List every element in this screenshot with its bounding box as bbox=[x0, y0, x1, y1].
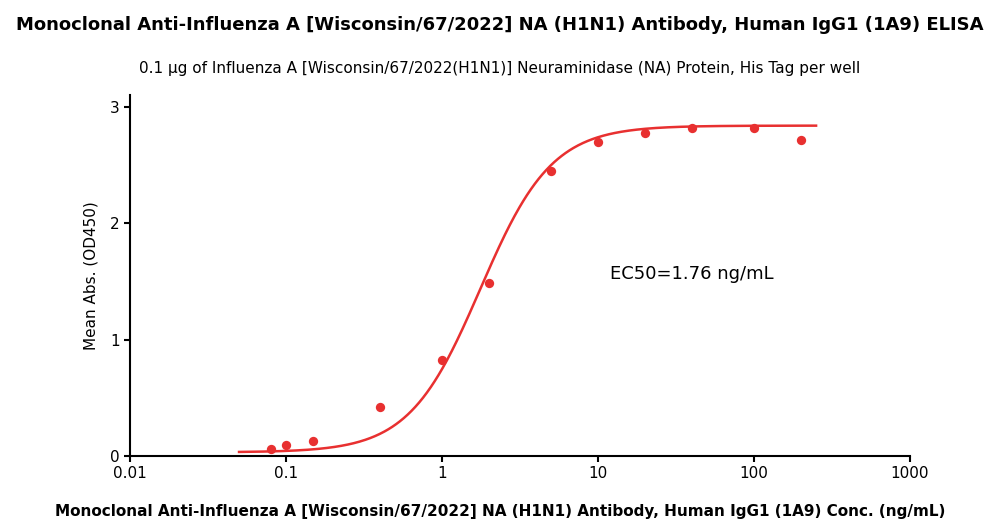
Point bbox=[793, 135, 809, 144]
Text: EC50=1.76 ng/mL: EC50=1.76 ng/mL bbox=[610, 265, 774, 283]
Point bbox=[684, 123, 700, 132]
Y-axis label: Mean Abs. (OD450): Mean Abs. (OD450) bbox=[84, 201, 99, 350]
Text: 0.1 μg of Influenza A [Wisconsin/67/2022(H1N1)] Neuraminidase (NA) Protein, His : 0.1 μg of Influenza A [Wisconsin/67/2022… bbox=[139, 61, 861, 76]
Text: Monoclonal Anti-Influenza A [Wisconsin/67/2022] NA (H1N1) Antibody, Human IgG1 (: Monoclonal Anti-Influenza A [Wisconsin/6… bbox=[16, 16, 984, 34]
Point bbox=[372, 403, 388, 411]
Point bbox=[637, 128, 653, 137]
Point bbox=[543, 167, 559, 175]
Point bbox=[263, 445, 279, 454]
Point bbox=[434, 356, 450, 365]
Point bbox=[278, 441, 294, 449]
Point bbox=[746, 123, 762, 132]
Point bbox=[481, 278, 497, 287]
Text: Monoclonal Anti-Influenza A [Wisconsin/67/2022] NA (H1N1) Antibody, Human IgG1 (: Monoclonal Anti-Influenza A [Wisconsin/6… bbox=[55, 505, 945, 519]
Point bbox=[590, 138, 606, 146]
Point bbox=[305, 436, 321, 445]
